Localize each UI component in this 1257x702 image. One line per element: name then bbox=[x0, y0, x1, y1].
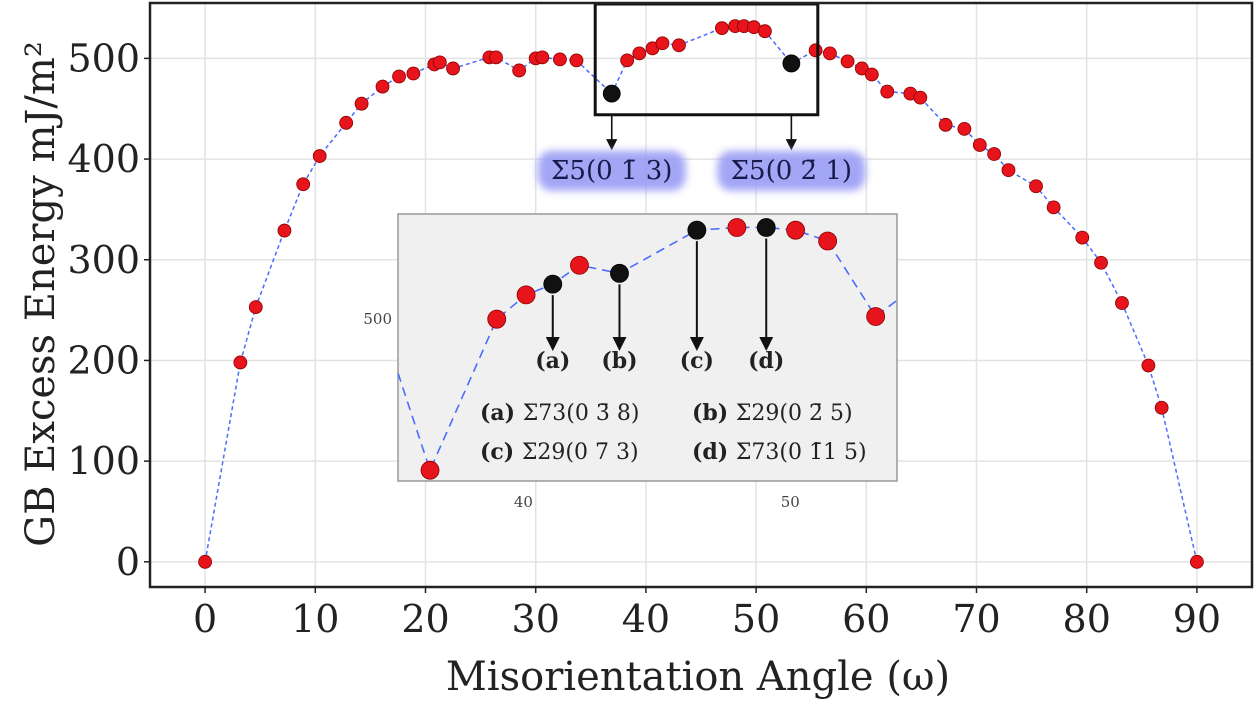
data-point bbox=[957, 121, 972, 136]
data-point bbox=[823, 46, 837, 61]
data-point bbox=[987, 147, 1002, 161]
data-point bbox=[1094, 255, 1108, 270]
x-axis-label: Misorientation Angle (ω) bbox=[446, 654, 950, 700]
inset-special-point bbox=[756, 218, 776, 237]
special-data-point bbox=[782, 54, 801, 73]
callout-label: Σ5(0 1̄ 3) bbox=[551, 156, 672, 186]
data-point bbox=[655, 36, 670, 51]
y-axis-label: GB Excess Energy mJ/m² bbox=[18, 41, 64, 547]
data-point bbox=[620, 53, 635, 68]
data-point bbox=[569, 53, 584, 68]
callout-glow bbox=[717, 150, 866, 191]
data-point bbox=[1075, 230, 1090, 245]
x-tick-label: 60 bbox=[842, 597, 890, 641]
inset-data-point bbox=[516, 285, 536, 305]
x-tick-label: 90 bbox=[1173, 597, 1221, 641]
plot-border bbox=[148, 1, 1254, 589]
data-point bbox=[553, 52, 567, 67]
data-point bbox=[277, 223, 292, 238]
x-tick-label: 50 bbox=[732, 597, 780, 641]
data-point bbox=[880, 84, 895, 99]
data-point bbox=[938, 117, 953, 132]
data-point bbox=[1001, 163, 1016, 178]
data-point bbox=[808, 43, 823, 58]
main-points bbox=[198, 2, 1204, 569]
inset-data-point bbox=[487, 309, 507, 329]
data-point bbox=[248, 300, 263, 314]
x-tick-label: 10 bbox=[291, 597, 339, 641]
data-point bbox=[233, 355, 248, 370]
data-point bbox=[392, 69, 406, 84]
x-tick-label: 0 bbox=[193, 597, 217, 641]
inset-special-point bbox=[610, 263, 629, 283]
data-point bbox=[1190, 554, 1204, 569]
data-point bbox=[758, 24, 772, 39]
data-point bbox=[339, 115, 354, 130]
x-tick-label: 80 bbox=[1063, 597, 1111, 641]
data-point bbox=[1046, 200, 1061, 215]
data-point bbox=[406, 66, 421, 81]
data-point bbox=[715, 21, 729, 36]
callout-glow bbox=[537, 150, 686, 191]
inset-data-point bbox=[570, 255, 589, 275]
data-point bbox=[375, 79, 390, 94]
inset-special-point bbox=[687, 220, 707, 240]
data-point bbox=[864, 67, 879, 82]
y-tick-label: 0 bbox=[116, 540, 140, 584]
y-tick-label: 200 bbox=[67, 338, 140, 382]
inset-special-point bbox=[543, 274, 563, 294]
inset-legend-entry: (a) Σ73(0 3̄ 8) bbox=[480, 400, 639, 426]
data-point bbox=[1115, 296, 1129, 310]
data-point bbox=[312, 149, 327, 163]
y-tick-label: 100 bbox=[67, 439, 140, 483]
inset-data-point bbox=[786, 220, 805, 240]
inset-legend-entry: (b) Σ29(0 2̄ 5) bbox=[692, 400, 853, 426]
data-point bbox=[854, 61, 869, 76]
data-point bbox=[198, 554, 213, 569]
inset-data-point bbox=[420, 460, 440, 480]
inset-y-tick: 500 bbox=[363, 310, 392, 328]
data-point bbox=[840, 54, 855, 69]
data-point bbox=[354, 96, 369, 111]
callouts: Σ5(0 1̄ 3) Σ5(0 2̄ 1) bbox=[537, 114, 866, 191]
data-point bbox=[672, 38, 686, 53]
data-point bbox=[1154, 400, 1169, 415]
inset-point-letter: (a) bbox=[535, 348, 570, 374]
data-point bbox=[1029, 179, 1043, 194]
inset-point-letter: (c) bbox=[680, 348, 714, 374]
x-tick-label: 30 bbox=[512, 597, 560, 641]
inset-legend-entry: (c) Σ29(0 7̄ 3) bbox=[480, 439, 639, 465]
inset-data-point bbox=[727, 218, 747, 237]
x-tick-label: 20 bbox=[401, 597, 449, 641]
y-tick-label: 300 bbox=[67, 238, 140, 282]
tick-labels: 0 10 20 30 40 50 60 70 80 90 0 100 200 300 400 500 bbox=[67, 36, 1221, 641]
x-tick-label: 40 bbox=[622, 597, 670, 641]
y-tick-label: 400 bbox=[67, 137, 140, 181]
inset-plot: (a) (b) (c) (d) (a) Σ73(0 3̄ 8) (b) Σ29(0 2̄ … bbox=[363, 213, 898, 511]
y-tick-label: 500 bbox=[67, 36, 140, 80]
inset-legend-entry: (d) Σ73(0 1̄1 5) bbox=[692, 439, 867, 465]
data-point bbox=[296, 177, 311, 192]
data-point bbox=[535, 50, 550, 65]
inset-point-letter: (b) bbox=[601, 348, 637, 374]
plot-frame bbox=[148, 1, 1254, 589]
inset-x-tick: 40 bbox=[514, 493, 533, 511]
data-point bbox=[632, 46, 647, 61]
data-point bbox=[446, 61, 460, 76]
callout-label: Σ5(0 2̄ 1) bbox=[731, 156, 852, 186]
data-point bbox=[1141, 358, 1156, 373]
special-data-point bbox=[602, 84, 621, 103]
x-tick-label: 70 bbox=[952, 597, 1000, 641]
inset-data-point bbox=[818, 231, 838, 251]
data-point bbox=[972, 138, 987, 152]
data-point bbox=[432, 55, 447, 70]
inset-point-letter: (d) bbox=[748, 348, 784, 374]
inset-x-tick: 50 bbox=[781, 493, 800, 511]
inset-data-point bbox=[866, 307, 886, 326]
data-point bbox=[489, 50, 503, 65]
data-point bbox=[512, 63, 527, 78]
data-point bbox=[913, 90, 928, 105]
